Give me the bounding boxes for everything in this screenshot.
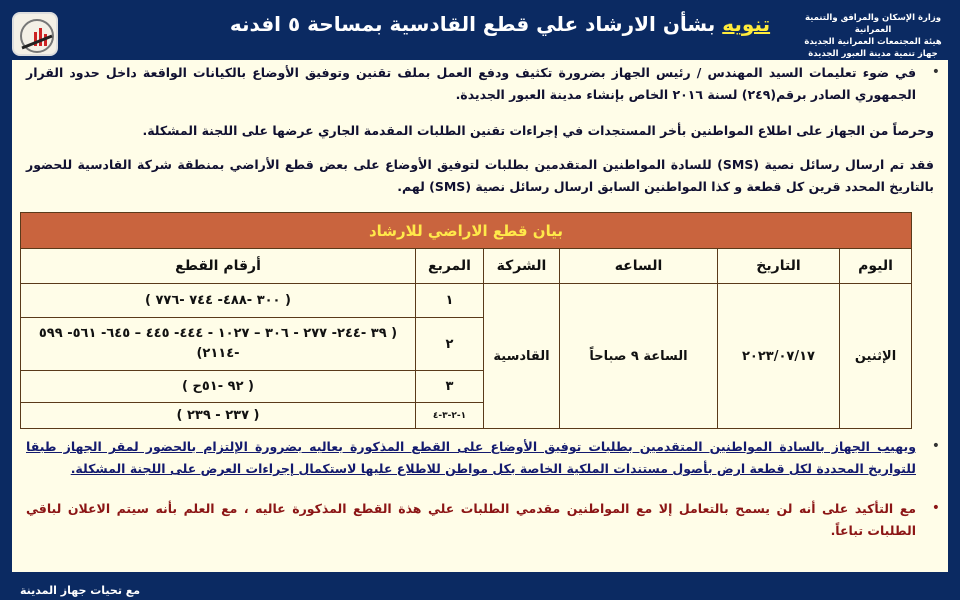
cell-pieces: ( ٣٩ -٢٤٤- ٢٧٧ - ٣٠٦ – ١٠٢٧ - ٤٤٤- ٤٤٥ –… — [20, 317, 416, 371]
table-caption: بيان قطع الاراضي للارشاد — [20, 212, 912, 249]
cell-square: ٢ — [415, 317, 484, 371]
table-row: ١-٢-٣-٤ ( ٢٣٧ - ٢٣٩ ) — [20, 402, 912, 429]
page-title: تنويه بشأن الارشاد علي قطع القادسية بمسا… — [220, 12, 780, 36]
header-square: المربع — [415, 248, 484, 284]
paragraph-concern: وحرصاً من الجهاز على اطلاع المواطنين بأخ… — [142, 123, 934, 138]
bullet-icon: • — [931, 64, 940, 80]
notice-panel: • في ضوء تعليمات السيد المهندس / رئيس ال… — [12, 60, 948, 572]
organization-name: وزارة الإسكان والمرافق والتنمية العمراني… — [798, 12, 948, 60]
bullet-icon: • — [931, 438, 940, 454]
cell-square: ٣ — [415, 370, 484, 403]
paragraph-sms: فقد تم ارسال رسائل نصية (SMS) للسادة الم… — [26, 157, 934, 194]
paragraph-emphasis: مع التأكيد على أنه لن يسمح بالتعامل إلا … — [26, 501, 916, 538]
cell-square: ١ — [415, 283, 484, 318]
cell-hour: الساعة ٩ صباحاً — [559, 283, 718, 429]
header-date: التاريخ — [717, 248, 840, 284]
cell-date: ٢٠٢٣/٠٧/١٧ — [717, 283, 840, 429]
table-row: ٣ ( ٩٢ -٥١ح ) — [20, 370, 912, 403]
table-row: الإثنين ٢٠٢٣/٠٧/١٧ الساعة ٩ صباحاً القاد… — [20, 283, 912, 429]
header-company: الشركة — [483, 248, 560, 284]
logo — [12, 12, 58, 56]
cell-pieces: ( ٩٢ -٥١ح ) — [20, 370, 416, 403]
cell-pieces: ( ٢٣٧ - ٢٣٩ ) — [20, 402, 416, 429]
header-pieces: أرقام القطع — [20, 248, 416, 284]
footer-signature: مع تحيات جهاز المدينة — [20, 584, 141, 597]
cell-day: الإثنين — [839, 283, 912, 429]
header-day: اليوم — [839, 248, 912, 284]
bullet-icon: • — [931, 500, 940, 516]
paragraph-instructions: في ضوء تعليمات السيد المهندس / رئيس الجه… — [26, 65, 916, 102]
title-text: بشأن الارشاد علي قطع القادسية بمساحة ٥ ا… — [229, 12, 723, 36]
header-hour: الساعه — [559, 248, 718, 284]
org-line: جهاز تنمية مدينة العبور الجديدة — [808, 49, 938, 59]
land-plots-table: بيان قطع الاراضي للارشاد اليوم التاريخ ا… — [20, 212, 912, 429]
title-highlight: تنويه — [722, 12, 771, 36]
cell-square: ١-٢-٣-٤ — [415, 402, 484, 429]
table-row: ٢ ( ٣٩ -٢٤٤- ٢٧٧ - ٣٠٦ – ١٠٢٧ - ٤٤٤- ٤٤٥… — [20, 317, 912, 371]
org-line: هيئة المجتمعات العمرانية الجديدة — [804, 37, 942, 47]
building-logo-icon — [20, 19, 54, 53]
cell-pieces: ( ٣٠٠ -٤٨٨- ٧٤٤ -٧٧٦ ) — [20, 283, 416, 318]
cell-company: القادسية — [483, 283, 560, 429]
org-line: وزارة الإسكان والمرافق والتنمية العمراني… — [804, 13, 942, 35]
paragraph-appeal: ويهيب الجهاز بالسادة المواطنين المتقدمين… — [26, 439, 916, 476]
